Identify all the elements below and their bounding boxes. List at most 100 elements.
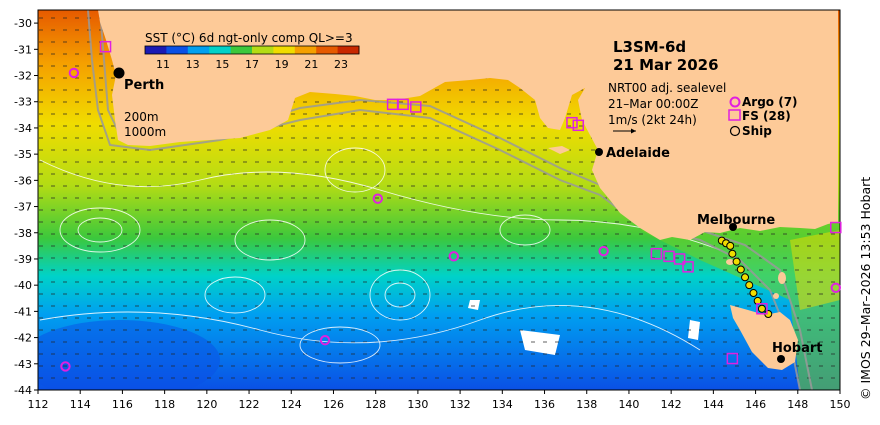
ship-legend-label: Ship	[742, 124, 772, 138]
ship-legend-icon	[729, 125, 741, 137]
argo-marker	[598, 245, 609, 257]
kangaroo-island	[548, 146, 570, 154]
city-dot-icon	[777, 355, 785, 363]
fs-marker	[566, 116, 578, 129]
isobath-200-label: 200m	[124, 110, 159, 124]
colorbar	[144, 45, 360, 55]
x-tick-label: 142	[661, 398, 682, 411]
fs-marker	[410, 101, 422, 113]
credit-text: © IMOS 29–Mar–2026 13:53 Hobart	[858, 176, 873, 400]
y-tick-label: -38	[14, 227, 32, 240]
x-tick-label: 148	[787, 398, 808, 411]
ship-marker	[732, 257, 741, 266]
y-tick-label: -37	[14, 201, 32, 214]
city-dot-icon	[595, 148, 603, 156]
fs-marker	[830, 221, 842, 234]
ship-marker	[736, 265, 745, 274]
colorbar-tick-label: 13	[186, 58, 200, 71]
velocity-scale-arrow-icon	[613, 128, 636, 134]
colorbar-swatch	[252, 46, 274, 54]
colorbar-swatch	[230, 46, 253, 54]
y-tick-label: -36	[14, 174, 32, 187]
x-tick-label: 122	[239, 398, 260, 411]
colorbar-tick-label: 21	[304, 58, 318, 71]
city-melbourne: Melbourne	[697, 213, 775, 231]
x-tick-label: 126	[323, 398, 344, 411]
fs-marker	[726, 352, 739, 365]
city-dot-icon	[113, 67, 125, 79]
colorbar-swatch	[166, 46, 189, 54]
y-tick-label: -42	[14, 332, 32, 345]
y-tick-label: -44	[14, 384, 32, 397]
y-tick-label: -35	[14, 148, 32, 161]
fs-marker	[99, 40, 112, 53]
colorbar-swatch	[209, 46, 232, 54]
marker-legend: Argo (7) FS (28) Ship	[728, 95, 798, 138]
colorbar-tick-label: 23	[334, 58, 348, 71]
y-tick-label: -39	[14, 253, 32, 266]
city-label-perth: Perth	[124, 78, 164, 93]
y-tick-label: -33	[14, 96, 32, 109]
colorbar-swatch	[294, 46, 317, 54]
ship-marker	[749, 289, 758, 298]
city-adelaide: Adelaide	[595, 146, 670, 161]
fs-marker	[397, 98, 409, 111]
city-label-hobart: Hobart	[772, 341, 823, 356]
argo-legend-label: Argo (7)	[742, 95, 798, 109]
x-tick-label: 150	[830, 398, 851, 411]
fs-marker	[650, 247, 663, 260]
city-hobart: Hobart	[772, 341, 823, 363]
colorbar-title: SST (°C) 6d ngt-only comp QL>=3	[145, 31, 353, 45]
x-tick-label: 130	[407, 398, 428, 411]
ship-marker	[741, 273, 750, 282]
ship-marker	[757, 304, 766, 313]
x-tick-label: 114	[70, 398, 91, 411]
y-tick-label: -41	[14, 305, 32, 318]
tasmania	[730, 305, 798, 370]
colorbar-tick-label: 15	[215, 58, 229, 71]
altimetry-label: NRT00 adj. sealevel	[608, 81, 726, 95]
bass-strait-islands	[726, 259, 786, 299]
colorbar-tick-label: 11	[156, 58, 170, 71]
x-tick-label: 124	[281, 398, 302, 411]
x-tick-label: 144	[703, 398, 724, 411]
x-tick-label: 112	[28, 398, 49, 411]
mainland	[38, 10, 838, 240]
city-dot-icon	[729, 223, 737, 231]
y-tick-label: -34	[14, 122, 32, 135]
argo-marker	[830, 282, 841, 293]
fs-marker	[756, 303, 768, 315]
y-tick-label: -31	[14, 43, 32, 56]
fs-markers	[99, 40, 842, 365]
colorbar-tick-label: 17	[245, 58, 259, 71]
x-tick-label: 136	[534, 398, 555, 411]
x-tick-label: 132	[450, 398, 471, 411]
velocity-scale-label: 1m/s (2kt 24h)	[608, 113, 697, 127]
city-label-melbourne: Melbourne	[697, 213, 775, 228]
argo-marker	[319, 335, 331, 346]
x-tick-label: 146	[745, 398, 766, 411]
argo-markers	[60, 67, 841, 372]
colorbar-legend: SST (°C) 6d ngt-only comp QL>=3 11 13 15 17…	[144, 31, 360, 71]
fs-legend-label: FS (28)	[742, 109, 791, 123]
plot-frame	[37, 9, 841, 391]
x-tick-label: 140	[618, 398, 639, 411]
x-tick-label: 118	[154, 398, 175, 411]
time-label: 21–Mar 00:00Z	[608, 97, 699, 111]
colorbar-swatch	[273, 46, 296, 54]
ship-marker	[745, 281, 754, 290]
fs-marker	[682, 261, 694, 273]
colorbar-swatch	[337, 46, 360, 54]
x-tick-label: 138	[576, 398, 597, 411]
colorbar-border	[144, 45, 360, 55]
ship-marker	[728, 249, 737, 258]
argo-marker	[60, 361, 71, 372]
ship-marker	[726, 241, 735, 250]
australia-land	[38, 10, 838, 370]
isobath-1000-label: 1000m	[124, 125, 166, 139]
x-tick-label: 120	[196, 398, 217, 411]
fs-marker	[673, 253, 686, 265]
x-axis: 112 114 116 118 120 122 124 126 128 130 132 134 136 1…	[28, 390, 851, 411]
colorbar-swatch	[187, 46, 210, 54]
x-tick-label: 116	[112, 398, 133, 411]
